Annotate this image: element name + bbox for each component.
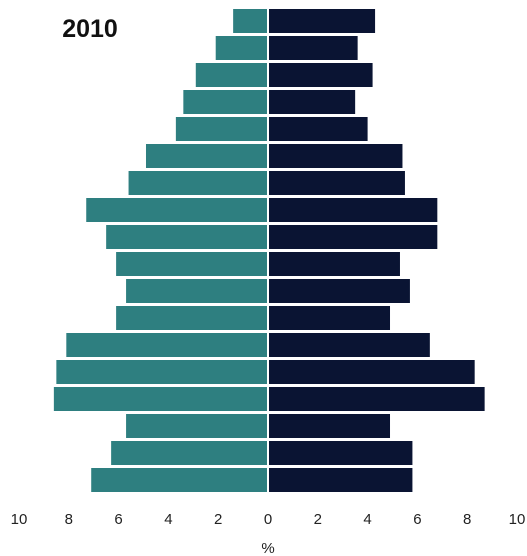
right-bar-4 <box>268 90 356 114</box>
x-tick-label: 8 <box>65 511 73 528</box>
left-bar-18 <box>91 468 269 492</box>
left-bar-14 <box>56 360 268 384</box>
x-tick-label: 4 <box>164 511 172 528</box>
right-bar-11 <box>268 279 410 303</box>
right-bar-5 <box>268 117 368 141</box>
x-axis-title: % <box>261 540 274 556</box>
left-bar-6 <box>145 144 268 168</box>
right-bar-17 <box>268 441 413 465</box>
left-bar-11 <box>126 279 268 303</box>
left-bar-13 <box>66 333 268 357</box>
left-bar-4 <box>183 90 268 114</box>
left-bar-5 <box>175 117 268 141</box>
left-bar-16 <box>126 414 268 438</box>
right-bar-9 <box>268 225 438 249</box>
x-tick-label: 10 <box>509 511 526 528</box>
x-tick-label: 2 <box>314 511 322 528</box>
right-bar-16 <box>268 414 391 438</box>
right-bar-2 <box>268 36 358 60</box>
x-tick-label: 6 <box>413 511 421 528</box>
x-tick-label: 10 <box>11 511 28 528</box>
right-bar-18 <box>268 468 413 492</box>
right-bar-15 <box>268 387 485 411</box>
left-bar-15 <box>53 387 268 411</box>
left-bar-1 <box>233 9 268 33</box>
left-bar-group <box>53 9 269 492</box>
x-tick-label: 4 <box>363 511 371 528</box>
left-bar-10 <box>116 252 268 276</box>
right-bar-8 <box>268 198 438 222</box>
left-bar-2 <box>215 36 268 60</box>
right-bar-13 <box>268 333 430 357</box>
x-axis-ticks: 10 8 6 4 2 0 2 4 6 8 10 <box>11 511 526 528</box>
right-bar-14 <box>268 360 475 384</box>
left-bar-8 <box>86 198 268 222</box>
right-bar-group <box>268 9 485 492</box>
left-bar-3 <box>195 63 268 87</box>
x-tick-label: 2 <box>214 511 222 528</box>
right-bar-7 <box>268 171 405 195</box>
left-bar-17 <box>111 441 268 465</box>
right-bar-12 <box>268 306 391 330</box>
left-bar-9 <box>106 225 269 249</box>
x-tick-label: 8 <box>463 511 471 528</box>
x-tick-label: 0 <box>264 511 272 528</box>
right-bar-6 <box>268 144 403 168</box>
left-bar-7 <box>128 171 268 195</box>
x-tick-label: 6 <box>114 511 122 528</box>
chart-title: 2010 <box>62 15 118 43</box>
right-bar-3 <box>268 63 373 87</box>
left-bar-12 <box>116 306 268 330</box>
right-bar-1 <box>268 9 376 33</box>
right-bar-10 <box>268 252 400 276</box>
